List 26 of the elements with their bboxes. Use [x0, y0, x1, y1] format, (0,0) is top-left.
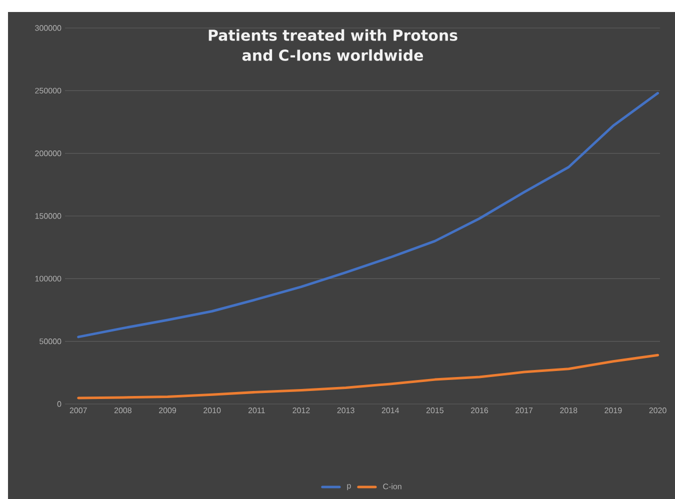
x-tick-label: 2020: [649, 408, 666, 414]
x-tick-label: 2010: [204, 408, 221, 414]
legend-label: p: [347, 484, 351, 490]
y-tick-label: 250000: [35, 88, 62, 94]
y-tick-label: 50000: [40, 338, 62, 344]
y-tick-label: 200000: [35, 150, 62, 156]
x-tick-label: 2007: [70, 408, 87, 414]
legend-label: C-ion: [383, 483, 402, 490]
x-tick-label: 2016: [471, 408, 488, 414]
y-tick-label: 150000: [35, 213, 62, 219]
x-tick-label: 2008: [114, 408, 132, 414]
text: Patients treated with Protons and C-Ions worldwide: [208, 29, 458, 61]
x-tick-label: 2019: [604, 408, 622, 414]
y-tick-label: 100000: [35, 276, 62, 282]
line-series: [77, 92, 660, 338]
y-tick-label: 300000: [35, 25, 62, 31]
x-tick-label: 2014: [382, 408, 400, 414]
y-tick-label: 0: [57, 401, 62, 407]
x-tick-label: 2015: [426, 408, 444, 414]
x-tick-label: 2009: [159, 408, 176, 414]
x-tick-label: 2011: [248, 408, 265, 414]
x-tick-label: 2013: [337, 408, 354, 414]
line-series: [77, 354, 660, 400]
x-tick-label: 2012: [292, 408, 310, 414]
x-tick-label: 2017: [516, 408, 533, 414]
x-tick-label: 2018: [560, 408, 578, 414]
